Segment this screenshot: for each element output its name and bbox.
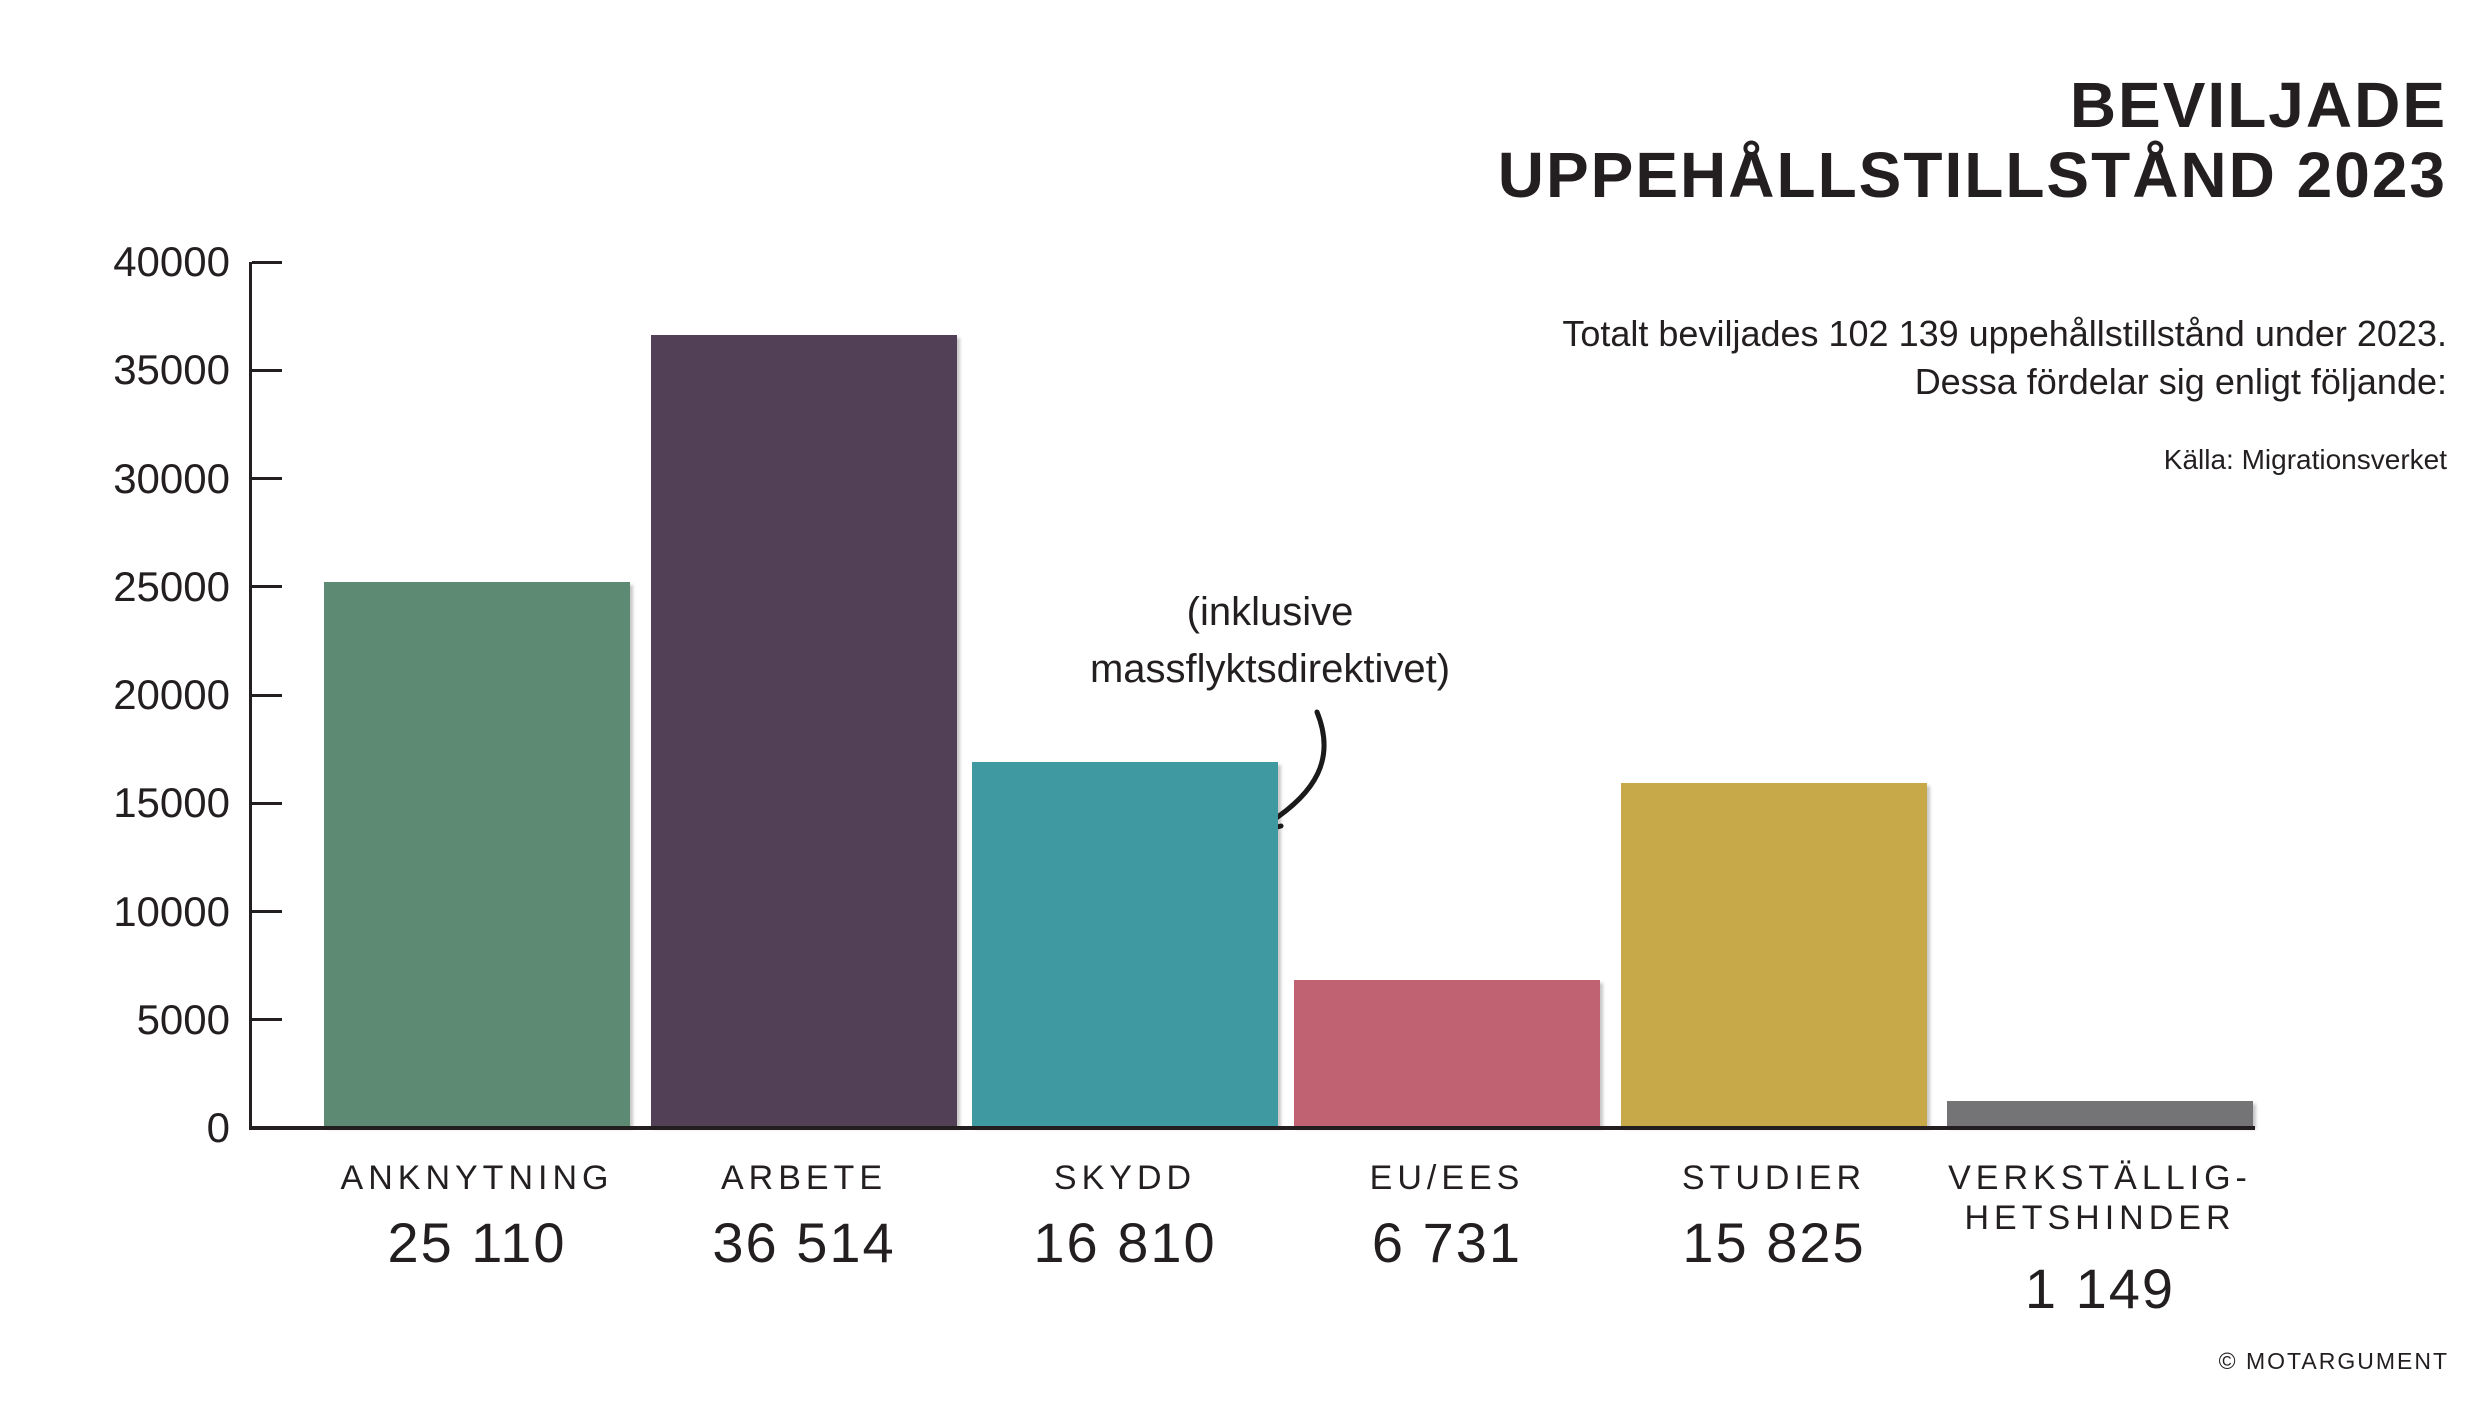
bar-value-label: 16 810 — [1033, 1211, 1217, 1274]
bar-annotation-line1: (inklusive — [1186, 590, 1354, 634]
bar-category-label: SKYDD — [1053, 1159, 1197, 1197]
bar-value-label: 15 825 — [1682, 1211, 1866, 1274]
bar — [1294, 980, 1600, 1126]
y-axis-tick — [252, 801, 282, 805]
y-axis-tick-label: 0 — [206, 1104, 230, 1151]
y-axis-tick-label: 15000 — [113, 779, 230, 827]
bar — [651, 335, 957, 1126]
chart-subtitle: Totalt beviljades 102 139 uppehållstills… — [1562, 310, 2447, 405]
bar-value-label: 1 149 — [2024, 1257, 2176, 1320]
y-axis-tick-label: 40000 — [113, 238, 230, 285]
data-source-note: Källa: Migrationsverket — [2163, 444, 2447, 475]
chart-subtitle-line1: Totalt beviljades 102 139 uppehållstills… — [1562, 313, 2447, 354]
y-axis-tick — [252, 693, 282, 697]
y-axis-tick-label: 35000 — [113, 346, 230, 394]
copyright-note: © MOTARGUMENT — [2218, 1348, 2449, 1374]
bar-category-label: ANKNYTNING — [340, 1159, 614, 1197]
y-axis-tick — [252, 585, 282, 589]
y-axis-tick-label: 20000 — [113, 671, 230, 718]
bar-value-label: 25 110 — [387, 1211, 567, 1274]
bar — [1947, 1101, 2253, 1126]
bar-category-label: STUDIER — [1681, 1159, 1867, 1197]
y-axis-tick — [252, 1018, 282, 1022]
bar-annotation-line2: massflyktsdirektivet) — [1089, 646, 1451, 691]
bar-category-label: EU/EES — [1369, 1159, 1525, 1197]
y-axis-tick — [252, 910, 282, 913]
y-axis-tick-label: 5000 — [136, 995, 230, 1043]
y-axis-tick — [252, 260, 282, 264]
bar — [1621, 783, 1927, 1126]
chart-title-line2: UPPEHÅLLSTILLSTÅND 2023 — [1497, 139, 2447, 212]
y-axis-tick — [252, 1126, 282, 1130]
bar-category-label: ARBETE — [720, 1159, 888, 1197]
bar-value-label: 36 514 — [712, 1211, 896, 1274]
bar — [324, 582, 630, 1126]
x-axis-line — [249, 1126, 2255, 1130]
chart-title: BEVILJADE UPPEHÅLLSTILLSTÅND 2023 — [1498, 70, 2447, 211]
chart-title-line1: BEVILJADE — [2069, 69, 2447, 141]
y-axis-line — [249, 262, 252, 1130]
y-axis-tick — [252, 477, 282, 480]
bar-annotation: (inklusive massflyktsdirektivet) — [940, 584, 1600, 698]
chart-subtitle-line2: Dessa fördelar sig enligt följande: — [1914, 360, 2447, 402]
bar-category-label: VERKSTÄLLIG- HETSHINDER — [1948, 1159, 2252, 1238]
bar — [972, 762, 1278, 1126]
bar-value-label: 6 731 — [1371, 1211, 1523, 1274]
y-axis-tick-label: 25000 — [113, 562, 230, 610]
y-axis-tick-label: 30000 — [113, 454, 230, 502]
y-axis-tick-label: 10000 — [113, 887, 230, 935]
y-axis-tick — [252, 368, 282, 372]
